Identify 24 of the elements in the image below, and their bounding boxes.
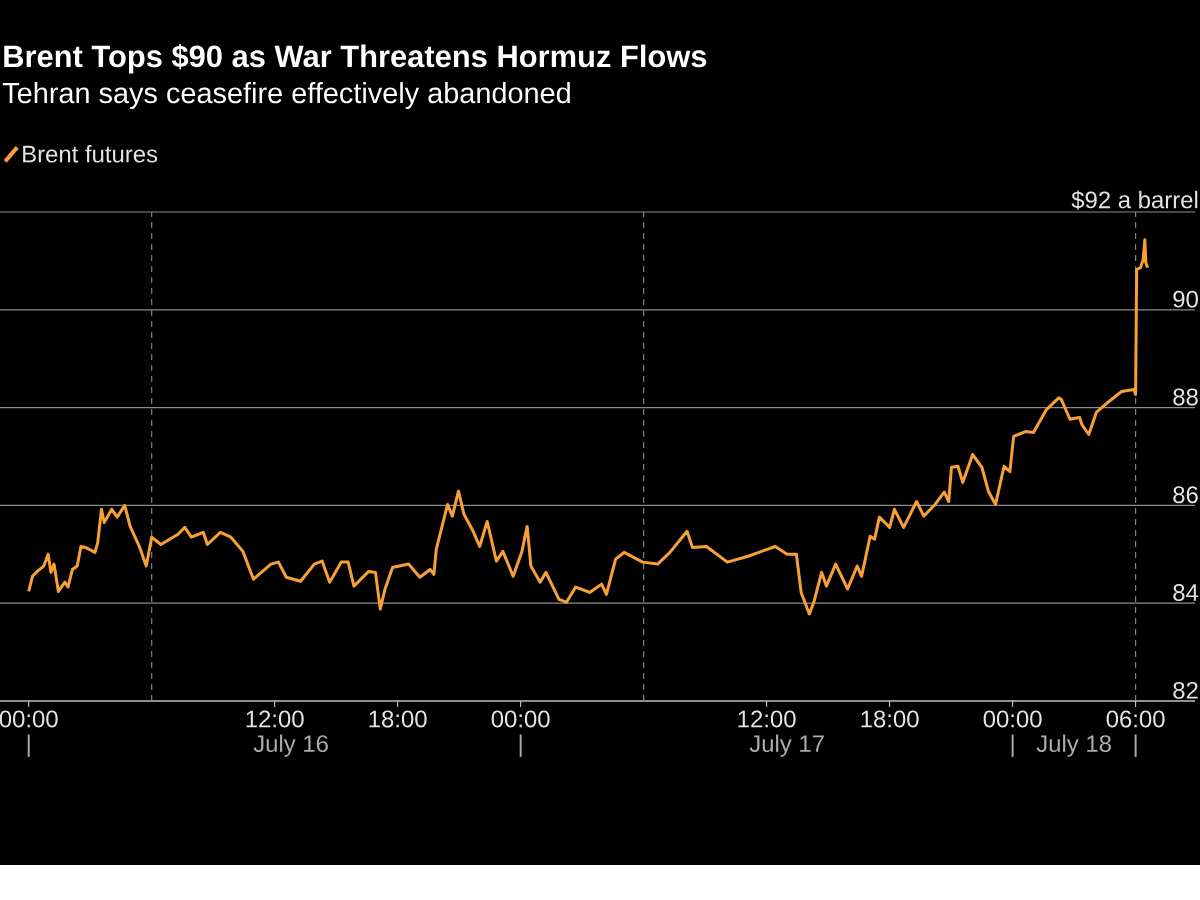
y-tick-label: 90 (1173, 290, 1198, 308)
x2-tick-label: | (1134, 734, 1137, 757)
x2-tick-label: July 16 (253, 734, 328, 757)
y-tick-label: 84 (1173, 584, 1199, 601)
x2-tick-label: | (1011, 734, 1014, 757)
y-tick-label: 88 (1173, 388, 1198, 406)
y-tick-label: $92 a barrel (1071, 190, 1198, 210)
x2-tick-label: | (27, 734, 30, 757)
chart-title: Brent Tops $90 as War Threatens Hormuz Flows (4, 44, 707, 74)
x-tick-label: 12:00 (246, 710, 304, 728)
x-tick-label: 18:00 (861, 710, 919, 728)
x2-tick-label: July 17 (749, 734, 824, 757)
x-tick-label: 00:00 (0, 710, 58, 728)
x-tick-label: 00:00 (983, 710, 1042, 728)
y-tick-label: 86 (1173, 486, 1198, 504)
chart-subtitle: Tehran says ceasefire effectively abandoned (2, 82, 570, 109)
x2-tick-label: | (519, 734, 522, 757)
legend-label: Brent futures (23, 145, 158, 163)
x-tick-label: 06:00 (1106, 710, 1165, 728)
x2-tick-label: July 18 (1036, 734, 1111, 757)
x-tick-label: 18:00 (369, 710, 427, 728)
x-tick-label: 00:00 (491, 710, 550, 728)
x-tick-label: 12:00 (738, 710, 796, 728)
y-tick-label: 82 (1173, 681, 1198, 699)
